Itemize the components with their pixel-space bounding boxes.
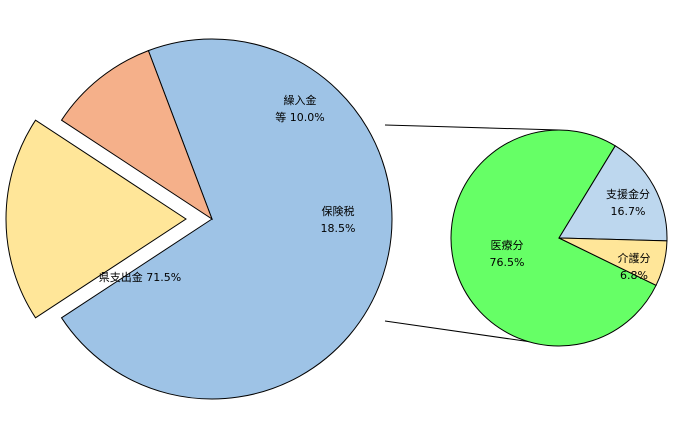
main-pie-slice-2 bbox=[5, 119, 187, 319]
connector-line-top bbox=[384, 124, 560, 131]
sub-pie-slice-1 bbox=[558, 145, 668, 242]
sub-pie-label-2: 介護分 6.8% bbox=[618, 251, 651, 282]
sub-pie-label-0: 医療分 76.5% bbox=[490, 238, 525, 269]
main-pie-slice-0 bbox=[60, 38, 393, 400]
pie-labels: 県支出金 71.5% 繰入金等 10.0% 保険税 18.5% 医療分 76.5% 支援金分… bbox=[99, 93, 651, 284]
main-pie-label-1: 繰入金等 10.0% bbox=[275, 93, 324, 124]
main-pie-label-0: 県支出金 71.5% bbox=[99, 270, 181, 284]
sub-pie bbox=[450, 129, 668, 347]
main-pie-label-2: 保険税 18.5% bbox=[321, 204, 356, 235]
main-pie-slice-1 bbox=[60, 49, 214, 221]
sub-pie-slice-2 bbox=[558, 237, 668, 287]
sub-pie-label-1: 支援金分 16.7% bbox=[606, 187, 650, 218]
sub-pie-slice-0 bbox=[450, 129, 657, 347]
main-pie bbox=[5, 38, 393, 400]
